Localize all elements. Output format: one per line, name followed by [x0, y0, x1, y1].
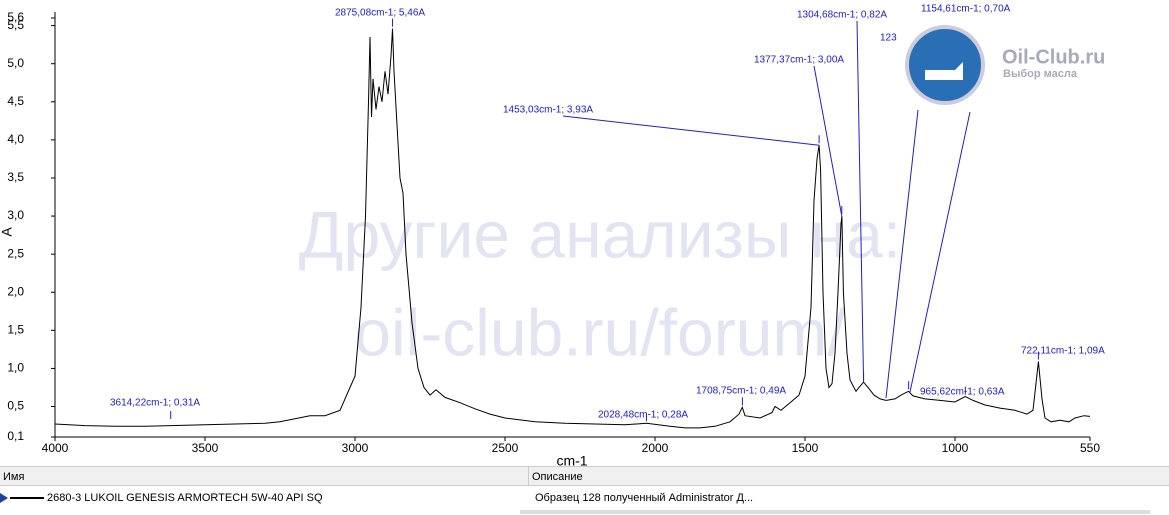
- watermark: oil-club.ru/forum/: [354, 295, 846, 369]
- x-tick-label: 3500: [192, 441, 219, 455]
- table-header: Описание: [528, 466, 1169, 486]
- y-tick-label: 3,5: [7, 170, 24, 184]
- x-tick-label: 1000: [942, 441, 969, 455]
- annotation: 3614,22cm-1; 0,31A: [110, 398, 200, 409]
- y-axis-label: A: [0, 227, 15, 237]
- y-tick-label: 4,0: [7, 132, 24, 146]
- table: Имя Описание 2680-3 LUKOIL GENESIS ARMOR…: [0, 466, 1169, 515]
- annotation: 722,11cm-1; 1,09A: [1021, 346, 1105, 357]
- logo-badge: [905, 25, 985, 105]
- y-tick-label: 5,6: [7, 10, 24, 24]
- logo: Oil-Club.ru Выбор масла: [905, 25, 1105, 105]
- y-tick-label: 5,5: [7, 18, 24, 32]
- y-tick-label: 0,5: [7, 399, 24, 413]
- x-tick-label: 550: [1080, 441, 1100, 455]
- watermark: Другие анализы на:: [299, 197, 901, 271]
- y-tick-label: 4,5: [7, 94, 24, 108]
- y-tick-label: 1,5: [7, 323, 24, 337]
- x-tick-label: 2000: [642, 441, 669, 455]
- annotation: 965,62cm-1; 0,63A: [920, 387, 1005, 398]
- logo-subtitle: Выбор масла: [1003, 68, 1078, 80]
- scrollbar[interactable]: [520, 510, 1150, 514]
- table-cell[interactable]: Образец 128 полученный Administrator Д..…: [535, 492, 754, 504]
- y-tick-label: 1,0: [7, 361, 24, 375]
- x-tick-label: 3000: [342, 441, 369, 455]
- annotation: 2875,08cm-1; 5,46A: [335, 8, 425, 19]
- annotation: 1154,61cm-1; 0,70A: [921, 4, 1011, 15]
- y-tick-label: 5,0: [7, 56, 24, 70]
- x-tick-label: 4000: [42, 441, 69, 455]
- row-icon: [0, 493, 44, 503]
- annotation-leader: [909, 111, 971, 393]
- annotation: 2028,48cm-1; 0,28A: [598, 410, 688, 421]
- logo-title: Oil-Club.ru: [1002, 46, 1105, 68]
- table-cell[interactable]: 2680-3 LUKOIL GENESIS ARMORTECH 5W-40 AP…: [47, 492, 323, 504]
- y-tick-label: 2,0: [7, 284, 24, 298]
- annotation: 1708,75cm-1; 0,49A: [696, 386, 786, 397]
- annotation: 123: [880, 33, 897, 44]
- x-tick-label: 1500: [792, 441, 819, 455]
- y-tick-label: 3,0: [7, 208, 24, 222]
- y-tick-label: 2,5: [7, 246, 24, 260]
- x-axis-label: cm-1: [556, 453, 587, 466]
- annotation-leader: [856, 20, 865, 383]
- x-tick-label: 2500: [492, 441, 519, 455]
- chart: Другие анализы на: oil-club.ru/forum/ cm…: [0, 4, 1105, 466]
- annotation: 1304,68cm-1; 0,82A: [797, 10, 887, 21]
- annotation-leader: [562, 115, 820, 146]
- logo-icon: [925, 62, 963, 80]
- spectrum-line: [54, 28, 1091, 429]
- annotation-leader: [885, 109, 919, 399]
- y-tick-label: 0,1: [7, 429, 24, 443]
- annotation: 1377,37cm-1; 3,00A: [754, 55, 844, 66]
- annotation: 1453,03cm-1; 3,93A: [503, 105, 593, 116]
- table-header: Имя: [0, 466, 528, 486]
- annotation-leader: [813, 65, 843, 217]
